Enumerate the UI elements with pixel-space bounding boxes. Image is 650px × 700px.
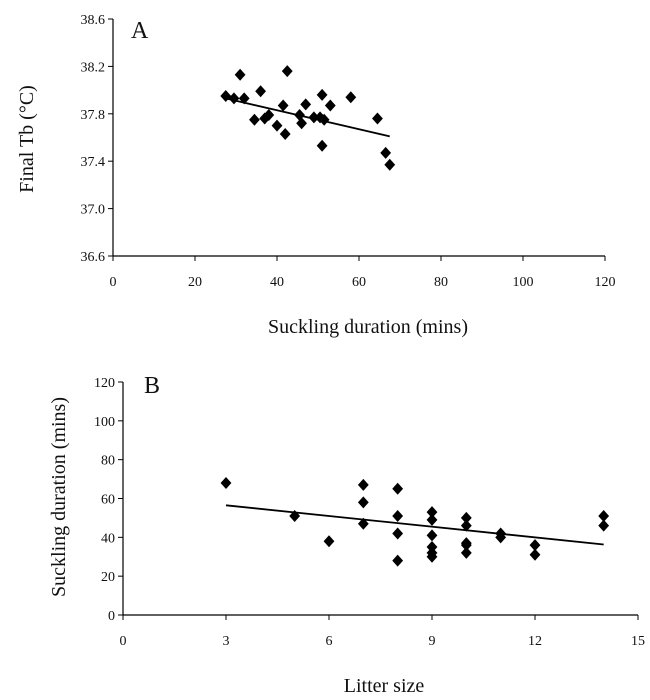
panel-a-data-point — [249, 113, 260, 126]
panel-b-data-point — [392, 554, 404, 567]
panel-b-data-point — [357, 478, 369, 491]
panel-b-x-tick-label: 15 — [631, 634, 645, 649]
panel-a-x-tick-label: 40 — [270, 275, 284, 290]
panel-a-data-point — [300, 98, 312, 111]
panel-a-data-point — [220, 90, 232, 103]
panel-a-data-point — [316, 88, 328, 101]
panel-a-points — [220, 65, 396, 171]
panel-a: A 36.6 37.0 37.4 37.8 38.2 38.6 0 20 40 60 80 100 12… — [16, 13, 616, 338]
panel-a-xlabel: Suckling duration (mins) — [268, 316, 468, 338]
panel-b-x-tick-label: 9 — [429, 634, 436, 649]
panel-a-letter: A — [131, 18, 149, 44]
panel-a-data-point — [281, 65, 293, 78]
panel-a-x-tick-label: 120 — [595, 275, 616, 290]
panel-a-data-point — [255, 85, 266, 98]
panel-b-xlabel: Litter size — [344, 675, 425, 697]
panel-a-x-tick-label: 0 — [110, 275, 117, 290]
panel-b-data-point — [426, 550, 438, 563]
panel-b-data-point — [392, 527, 404, 540]
panel-a-data-point — [294, 108, 305, 121]
panel-b-data-point — [598, 519, 610, 532]
panel-b-data-point — [392, 482, 404, 495]
panel-b-data-point — [460, 511, 472, 524]
panel-a-y-tick-label: 38.6 — [81, 13, 106, 28]
panel-a-data-point — [308, 111, 320, 124]
panel-a-trendline — [225, 97, 390, 138]
panel-b-data-point — [529, 539, 541, 552]
panel-b-x-tick-label: 6 — [326, 634, 333, 649]
panel-b-data-point — [529, 548, 541, 561]
panel-a-x-tick-label: 60 — [352, 275, 366, 290]
panel-b-points — [220, 476, 610, 567]
panel-a-data-point — [324, 99, 336, 112]
panel-b: B 0 20 40 60 80 100 120 0 3 6 9 12 15 Litter size Su… — [48, 373, 645, 697]
panel-a-data-point — [345, 91, 357, 104]
panel-b-x-tick-label: 3 — [223, 634, 230, 649]
panel-a-data-point — [263, 108, 275, 121]
panel-b-y-tick-label: 120 — [94, 376, 115, 391]
panel-a-data-point — [384, 158, 396, 171]
panel-b-data-point — [426, 529, 438, 542]
panel-b-data-point — [598, 509, 610, 522]
panel-a-data-point — [228, 92, 240, 105]
panel-b-y-tick-label: 40 — [101, 531, 115, 546]
panel-a-y-tick-label: 37.0 — [81, 203, 106, 218]
panel-b-data-point — [460, 519, 472, 532]
panel-a-x-tick-label: 80 — [434, 275, 448, 290]
panel-b-data-point — [460, 539, 472, 552]
panel-b-data-point — [289, 509, 301, 522]
panel-b-data-point — [426, 506, 438, 519]
panel-b-data-point — [460, 546, 472, 559]
panel-b-trendline — [225, 504, 604, 546]
panel-b-y-tick-label: 20 — [101, 570, 115, 585]
panel-a-y-tick-label: 37.8 — [81, 108, 106, 123]
panel-b-y-tick-label: 0 — [108, 609, 115, 624]
panel-b-ylabel: Suckling duration (mins) — [48, 397, 70, 597]
panel-b-y-tick-label: 80 — [101, 454, 115, 469]
panel-a-axes: 36.6 37.0 37.4 37.8 38.2 38.6 0 20 40 60 80 100 120 — [81, 13, 616, 290]
panel-a-y-tick-label: 36.6 — [81, 250, 106, 265]
panel-a-y-tick-label: 37.4 — [81, 155, 106, 170]
panel-a-data-point — [238, 92, 250, 105]
panel-b-x-tick-label: 12 — [528, 634, 542, 649]
panel-a-data-point — [277, 99, 289, 112]
panel-a-data-point — [271, 119, 283, 132]
panel-b-data-point — [357, 496, 369, 509]
panel-b-y-tick-label: 100 — [94, 415, 115, 430]
panel-a-data-point — [296, 117, 307, 130]
panel-a-ylabel: Final Tb (°C) — [16, 85, 38, 193]
panel-b-x-tick-label: 0 — [120, 634, 127, 649]
panel-b-axes: 0 20 40 60 80 100 120 0 3 6 9 12 15 — [94, 376, 645, 649]
panel-b-data-point — [392, 509, 404, 522]
panel-a-x-tick-label: 100 — [513, 275, 534, 290]
panel-a-data-point — [380, 146, 392, 159]
panel-a-data-point — [318, 113, 330, 126]
panel-b-data-point — [220, 476, 232, 489]
panel-a-data-point — [234, 68, 246, 81]
panel-a-data-point — [372, 112, 383, 125]
panel-a-x-tick-label: 20 — [188, 275, 202, 290]
panel-b-data-point — [495, 531, 507, 544]
panel-b-data-point — [426, 513, 438, 526]
panel-b-y-tick-label: 60 — [101, 493, 115, 508]
panel-b-letter: B — [144, 373, 160, 399]
panel-b-data-point — [357, 517, 369, 530]
panel-a-data-point — [316, 139, 328, 152]
panel-a-y-tick-label: 38.2 — [81, 60, 106, 75]
panel-a-data-point — [279, 127, 291, 140]
panel-b-data-point — [323, 535, 335, 548]
